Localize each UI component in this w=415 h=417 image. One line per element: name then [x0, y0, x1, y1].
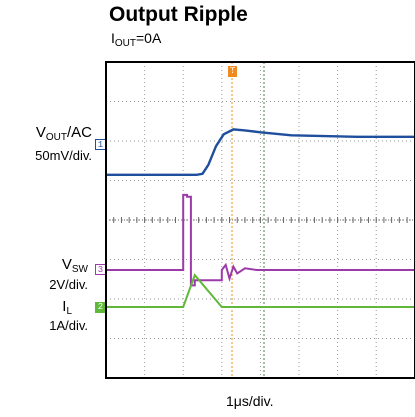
trace-channel-1 — [106, 128, 415, 177]
chart-subtitle: IOUT=0A — [111, 30, 162, 49]
trace-channel-3 — [106, 193, 415, 287]
channel-scale-vsw: 2V/div. — [49, 277, 88, 292]
channel-label-vout: VOUT/AC — [35, 124, 92, 143]
channel-label-vsw: VSW — [61, 256, 88, 275]
plot-grid — [105, 62, 415, 378]
channel-label-il: IL — [62, 298, 72, 317]
chart-title: Output Ripple — [109, 3, 248, 26]
channel-scale-vout: 50mV/div. — [35, 148, 92, 163]
plot-frame — [105, 61, 415, 379]
plot-traces — [106, 128, 415, 308]
trace-channel-2 — [106, 273, 415, 308]
channel-2-marker: 2 — [95, 302, 106, 313]
x-scale-label: 1μs/div. — [226, 393, 274, 409]
channel-scale-il: 1A/div. — [49, 318, 88, 333]
